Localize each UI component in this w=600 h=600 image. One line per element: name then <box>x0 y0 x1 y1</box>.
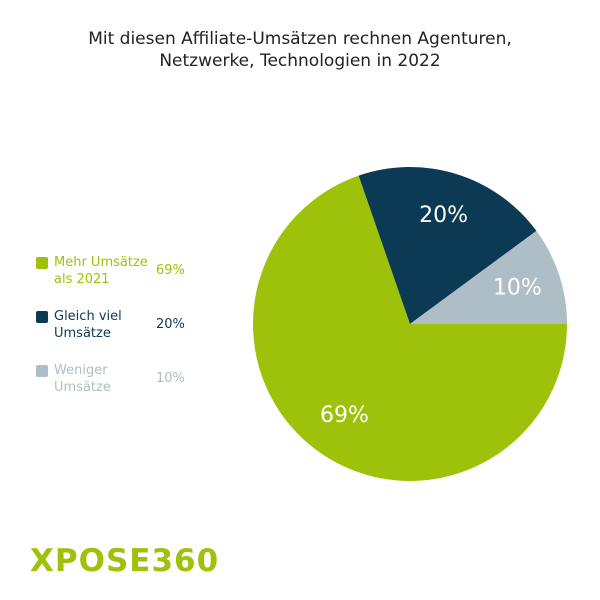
legend-label: Weniger Umsätze <box>54 363 111 395</box>
legend-value: 69% <box>156 263 185 278</box>
legend-swatch <box>36 311 48 323</box>
pie-slice <box>410 230 567 324</box>
legend-item: Mehr Umsätze als 2021 69% <box>36 254 206 294</box>
legend-label: Gleich viel Umsätze <box>54 309 122 341</box>
pie-slice <box>253 175 567 482</box>
slice-label: 20% <box>419 203 468 228</box>
slice-label: 10% <box>493 276 542 301</box>
slice-label: 69% <box>320 403 369 428</box>
legend-item: Weniger Umsätze 10% <box>36 362 206 402</box>
legend-value: 20% <box>156 317 185 332</box>
legend-swatch <box>36 365 48 377</box>
legend-item: Gleich viel Umsätze 20% <box>36 308 206 348</box>
legend-value: 10% <box>156 371 185 386</box>
brand-logo: XPOSE360 <box>30 543 220 579</box>
legend-label: Mehr Umsätze als 2021 <box>54 255 148 287</box>
chart-title: Mit diesen Affiliate-Umsätzen rechnen Ag… <box>88 29 512 71</box>
pie-slice <box>358 167 537 324</box>
legend-swatch <box>36 257 48 269</box>
